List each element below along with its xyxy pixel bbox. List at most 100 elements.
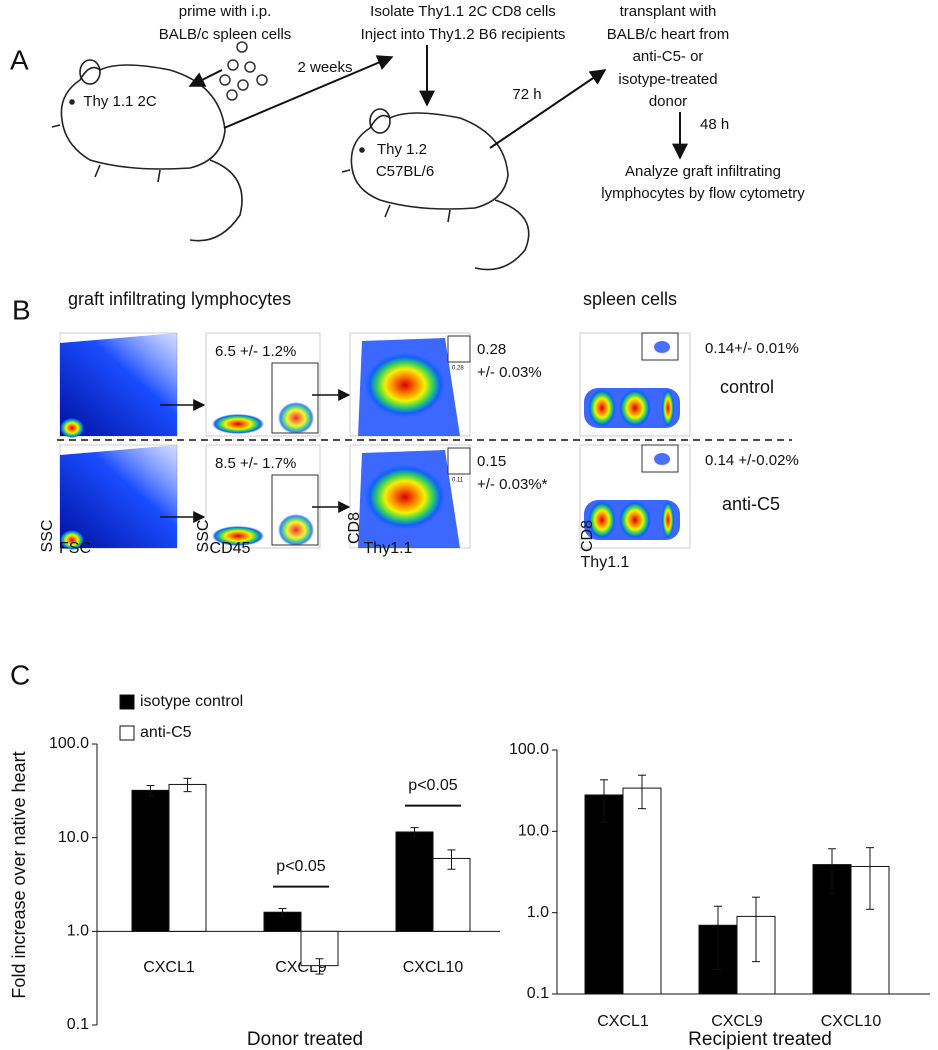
density-core [662,501,674,539]
density-core [365,465,445,529]
step-text: anti-C5- or [633,48,704,65]
gate-inner: 0.11 [452,478,464,484]
error-bar [410,827,419,838]
step-text: isotype-treated [618,71,717,88]
mouse-label: Thy 1.2 [377,141,427,158]
legend-swatch [119,694,135,710]
y-tick-label: 100.0 [509,741,549,758]
axis-label: Thy1.1 [364,540,413,557]
panel-a: A prime with i.p. BALB/c spleen cells Th… [10,3,805,271]
step-text: BALB/c spleen cells [159,26,292,43]
gate-value: 8.5 +/- 1.7% [215,455,296,472]
step-text: BALB/c heart from [607,26,730,43]
x-tick-label: CXCL1 [597,1013,649,1030]
x-axis-label: Recipient treated [688,1029,832,1050]
bar [622,787,662,995]
axis-label: FSC [59,540,91,557]
axis-label: CD45 [210,540,251,557]
flow-plot: 0.14 +/-0.02% anti-C5 [579,444,799,549]
error-bar [638,774,646,810]
panel-c: C 0.1 1.0 10.0 100.0 CXCL1 CXCL9 CXCL10 p<0.05 p… [9,659,930,1050]
annotation: p<0.05 [408,777,457,794]
density-core [619,389,651,427]
panel-label: B [12,294,31,325]
mouse-icon [51,59,530,271]
density [60,445,177,548]
flow-plot: 0.14+/- 0.01% control [579,332,799,437]
step-text: transplant with [620,3,717,20]
density-core [619,501,651,539]
column-title: spleen cells [583,289,677,309]
density [654,341,670,353]
annotation: p<0.05 [276,858,325,875]
gate-value: 0.28 [477,341,506,358]
mouse-label: C57BL/6 [376,163,434,180]
interval: 72 h [512,86,541,103]
gate [641,444,679,473]
error-bar [828,848,836,895]
y-tick-label: 0.1 [67,1016,89,1033]
density-core [60,530,84,550]
error-bar [146,785,155,797]
gate-value: 0.15 [477,453,506,470]
gate [447,447,471,475]
bar [432,857,471,932]
gate-value: +/- 0.03% [477,364,542,381]
panel-label: C [10,659,30,690]
gate-value: 0.14 +/-0.02% [705,452,799,469]
flow-plot: 0.28 0.28 +/- 0.03% [349,332,542,437]
y-axis-label: Fold increase over native heart [9,751,29,998]
interval: 48 h [700,116,729,133]
x-tick-label: CXCL10 [821,1013,882,1030]
x-axis-label: Donor treated [247,1029,363,1050]
error-bar [600,779,608,823]
chart: 0.1 1.0 10.0 100.0 CXCL1 CXCL9 CXCL10Recipient… [509,741,930,1050]
step-text: Isolate Thy1.1 2C CD8 cells [370,3,556,20]
x-tick-label: CXCL10 [403,959,464,976]
flow-plot: 8.5 +/- 1.7% [205,444,321,549]
flow-plot: 6.5 +/- 1.2% [205,332,321,437]
legend-label: anti-C5 [140,724,192,741]
axis-label: CD8 [346,512,363,544]
density-core [60,418,84,438]
density-core [365,353,445,417]
step-text: donor [649,93,687,110]
density [654,453,670,465]
x-tick-label: CXCL9 [711,1013,763,1030]
gate-value: 0.14+/- 0.01% [705,340,799,357]
error-bar [183,777,192,793]
x-tick-label: CXCL1 [143,959,195,976]
density-core [212,526,264,546]
step-text: Inject into Thy1.2 B6 recipients [361,26,566,43]
error-bar [278,908,287,917]
axis-label: SSC [39,520,56,553]
y-tick-label: 10.0 [58,829,89,846]
density [278,514,314,546]
density-core [588,389,616,427]
cell-icons [219,41,268,101]
axis-label: CD8 [579,520,596,552]
bar [584,794,624,995]
y-tick-label: 10.0 [518,823,549,840]
gate-value: 6.5 +/- 1.2% [215,343,296,360]
error-bar [752,896,760,963]
bar [300,930,339,967]
axis-label: Thy1.1 [581,554,630,571]
group-label: control [720,377,774,397]
gate-inner: 0.28 [452,366,464,372]
group-label: anti-C5 [722,494,780,514]
y-tick-label: 0.1 [527,985,549,1002]
gate [641,332,679,361]
interval: 2 weeks [297,59,352,76]
panel-label: A [10,44,29,75]
bar [395,831,434,932]
y-tick-label: 1.0 [67,923,89,940]
bar [131,789,170,932]
legend-label: isotype control [140,693,243,710]
density-core [588,501,616,539]
error-bar [315,958,324,975]
gate [271,362,319,434]
